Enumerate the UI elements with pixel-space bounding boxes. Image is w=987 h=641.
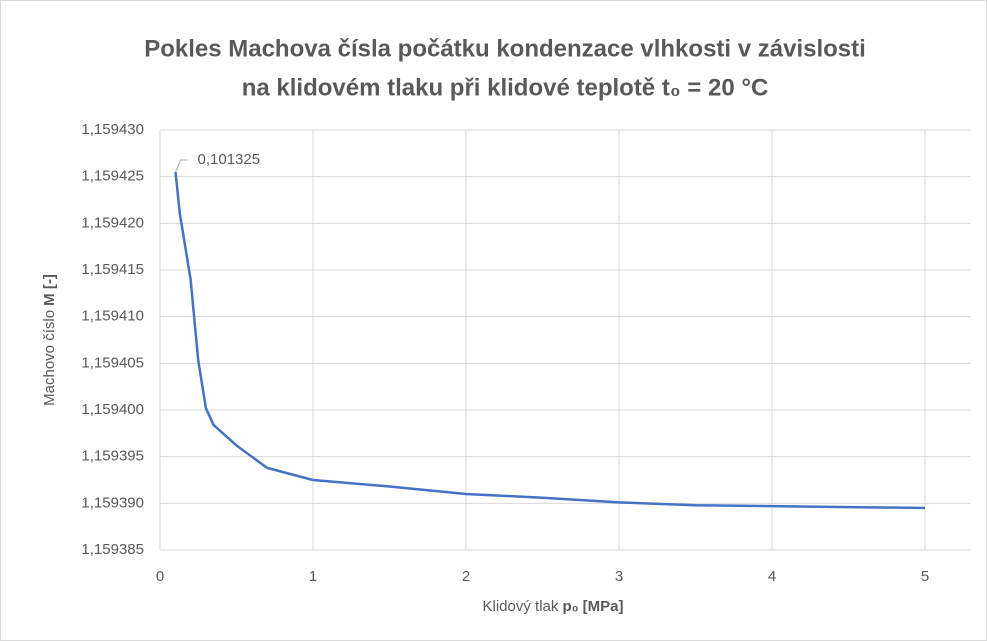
x-tick-label: 5 (921, 568, 929, 585)
y-tick-label: 1,159425 (81, 168, 144, 185)
annotation: 0,101325 (198, 151, 261, 168)
x-axis-label-part: Klidový tlak (483, 598, 563, 615)
x-tick-label: 0 (156, 568, 164, 585)
y-tick-label: 1,159430 (81, 121, 144, 138)
chart-title: Pokles Machova čísla počátku kondenzace … (144, 35, 866, 62)
chart-title: na klidovém tlaku při klidové teplotě t₀… (242, 74, 769, 101)
y-tick-label: 1,159410 (81, 308, 144, 325)
x-axis-label: Klidový tlak p₀ [MPa] (483, 598, 624, 615)
y-axis-label-part: Machovo číslo (41, 306, 58, 406)
y-tick-label: 1,159420 (81, 214, 144, 231)
y-tick-label: 1,159405 (81, 354, 144, 371)
x-tick-label: 1 (309, 568, 317, 585)
y-axis-label-part: M [-] (41, 274, 58, 306)
annotation-leader (175, 159, 188, 173)
y-tick-label: 1,159400 (81, 401, 144, 418)
line-series (174, 171, 926, 510)
x-tick-label: 4 (768, 568, 776, 585)
y-tick-label: 1,159415 (81, 261, 144, 278)
x-tick-label: 3 (615, 568, 623, 585)
x-axis-label-part: p₀ [MPa] (563, 598, 624, 615)
y-tick-label: 1,159385 (81, 541, 144, 558)
y-tick-label: 1,159395 (81, 448, 144, 465)
y-tick-label: 1,159390 (81, 494, 144, 511)
y-axis-label: Machovo číslo M [-] (41, 274, 58, 406)
x-tick-label: 2 (462, 568, 470, 585)
